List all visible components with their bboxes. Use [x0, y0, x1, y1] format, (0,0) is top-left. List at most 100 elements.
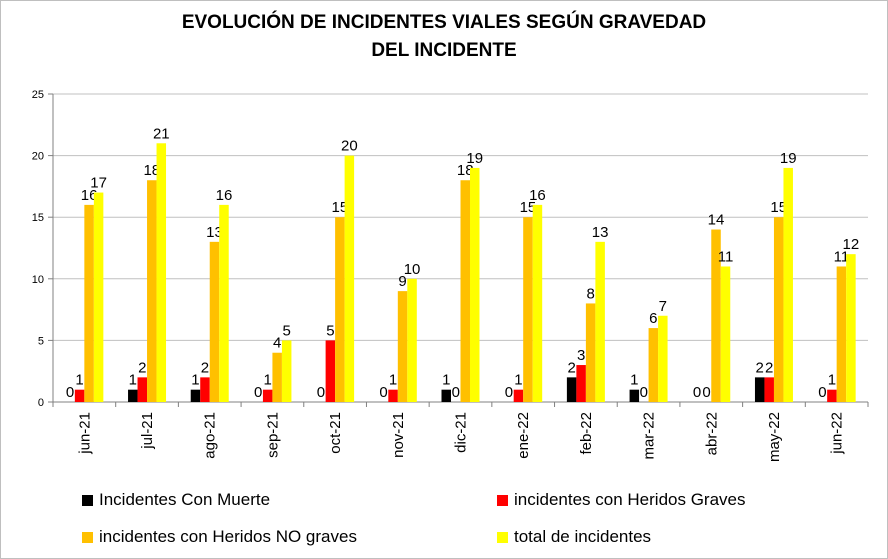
- bar: [325, 340, 336, 402]
- data-label: 1: [442, 372, 450, 389]
- data-label: 9: [398, 273, 406, 290]
- x-tick-label: may-22: [766, 412, 783, 462]
- bar: [576, 365, 586, 402]
- data-label: 13: [592, 224, 609, 241]
- data-label: 13: [206, 224, 223, 241]
- data-label: 19: [466, 150, 483, 167]
- data-label: 5: [283, 322, 291, 339]
- data-label: 19: [780, 150, 797, 167]
- bar: [827, 389, 837, 402]
- bar: [513, 389, 524, 402]
- bar: [262, 389, 273, 402]
- bar: [658, 315, 668, 402]
- bar: [397, 291, 408, 402]
- plot-area: 0510152025jun-21011617jul-21121821ago-21…: [32, 89, 869, 462]
- bar: [523, 217, 533, 402]
- bar: [773, 217, 784, 402]
- legend-label: incidentes con Heridos Graves: [514, 490, 746, 509]
- data-label: 15: [332, 199, 349, 216]
- x-tick-label: jun-22: [829, 412, 846, 455]
- bar: [200, 377, 210, 402]
- data-label: 2: [756, 359, 764, 376]
- data-label: 0: [317, 384, 325, 401]
- legend-swatch: [497, 531, 508, 543]
- x-tick-label: ago-21: [202, 412, 219, 459]
- x-tick-label: feb-22: [578, 412, 595, 455]
- x-tick-label: mar-22: [641, 412, 658, 460]
- data-label: 21: [153, 125, 170, 142]
- bar: [209, 241, 220, 402]
- x-tick-label: jul-21: [139, 412, 156, 450]
- legend-item-heridos-graves: incidentes con Heridos Graves: [497, 489, 746, 511]
- legend-label: total de incidentes: [514, 527, 652, 546]
- bar: [407, 278, 417, 402]
- data-label: 18: [143, 162, 160, 179]
- bar: [648, 328, 659, 402]
- bar: [846, 254, 856, 402]
- legend-swatch: [497, 494, 508, 506]
- data-label: 0: [379, 384, 387, 401]
- x-tick-label: dic-21: [453, 412, 470, 453]
- data-label: 0: [452, 384, 460, 401]
- legend-swatch: [82, 531, 93, 543]
- data-label: 6: [649, 310, 657, 327]
- data-label: 15: [770, 199, 787, 216]
- legend-label: Incidentes Con Muerte: [99, 490, 271, 509]
- x-tick-label: jun-21: [76, 412, 93, 455]
- data-label: 1: [828, 372, 836, 389]
- chart-title-line-2: DEL INCIDENTE: [371, 40, 517, 61]
- data-label: 11: [718, 248, 734, 265]
- data-label: 20: [341, 138, 358, 155]
- legend-item-muerte: Incidentes Con Muerte: [82, 489, 270, 511]
- bar: [344, 155, 355, 402]
- bar: [460, 180, 470, 402]
- data-label: 17: [90, 175, 107, 192]
- chart-title: EVOLUCIÓN DE INCIDENTES VIALES SEGÚN GRA…: [181, 12, 707, 33]
- bar: [335, 217, 345, 402]
- x-tick-label: abr-22: [703, 412, 720, 455]
- data-label: 11: [834, 248, 850, 265]
- bar: [836, 266, 847, 402]
- data-label: 4: [273, 335, 281, 352]
- bar: [219, 204, 229, 402]
- x-tick-label: sep-21: [264, 412, 281, 458]
- x-tick-label: nov-21: [390, 412, 407, 458]
- data-label: 1: [264, 372, 272, 389]
- data-label: 0: [505, 384, 513, 401]
- y-tick-label: 0: [38, 397, 44, 409]
- data-label: 5: [326, 322, 334, 339]
- data-label: 2: [765, 359, 773, 376]
- data-label: 12: [843, 236, 860, 253]
- data-label: 1: [630, 372, 638, 389]
- bar: [190, 389, 201, 402]
- y-tick-label: 20: [32, 151, 44, 163]
- bar: [128, 389, 138, 402]
- x-tick-label: oct-21: [327, 412, 344, 454]
- data-label: 16: [529, 187, 546, 204]
- bar: [532, 204, 543, 402]
- bar: [272, 352, 282, 402]
- legend-item-total: total de incidentes: [497, 526, 651, 548]
- data-label: 0: [702, 384, 710, 401]
- bar: [388, 389, 398, 402]
- y-tick-label: 25: [32, 89, 44, 101]
- x-tick-label: ene-22: [515, 412, 532, 459]
- data-label: 10: [404, 261, 421, 278]
- data-label: 1: [75, 372, 83, 389]
- data-label: 1: [389, 372, 397, 389]
- bar: [470, 167, 480, 402]
- data-label: 18: [457, 162, 474, 179]
- data-label: 2: [567, 359, 575, 376]
- bar: [441, 389, 451, 402]
- bar: [585, 303, 596, 402]
- data-label: 0: [640, 384, 648, 401]
- data-label: 2: [138, 359, 146, 376]
- y-tick-label: 10: [32, 274, 44, 286]
- bar: [147, 180, 157, 402]
- bar: [595, 241, 605, 402]
- data-label: 2: [201, 359, 209, 376]
- legend-item-heridos-no-graves: incidentes con Heridos NO graves: [82, 526, 357, 548]
- data-label: 0: [254, 384, 262, 401]
- bar: [156, 143, 167, 402]
- bar: [137, 377, 148, 402]
